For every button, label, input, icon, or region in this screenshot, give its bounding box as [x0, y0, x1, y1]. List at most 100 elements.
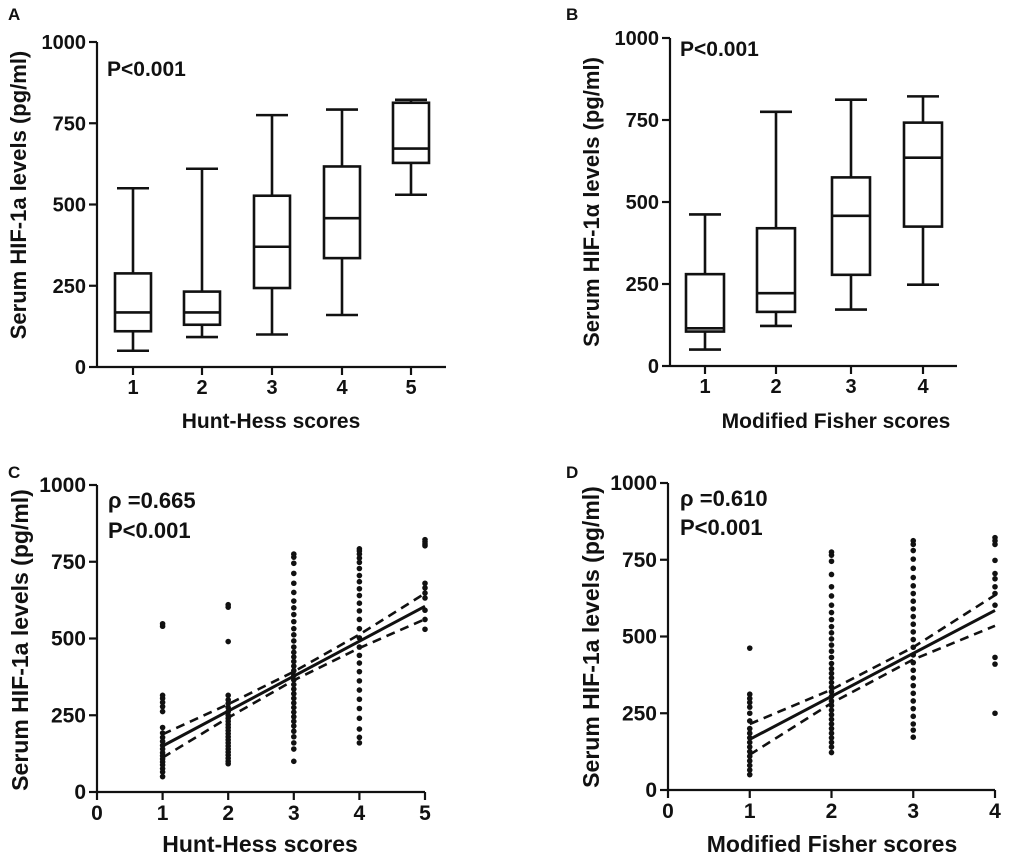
data-point — [291, 598, 297, 604]
data-point — [910, 621, 917, 628]
data-point — [746, 767, 753, 773]
data-point — [422, 585, 428, 591]
iqr-box — [830, 176, 872, 277]
data-point — [828, 609, 835, 616]
y-tick-label: 750 — [51, 551, 86, 574]
iqr-box — [252, 194, 292, 290]
data-point — [356, 592, 363, 599]
data-point — [356, 726, 363, 732]
data-point — [910, 565, 917, 572]
data-point — [746, 758, 753, 764]
data-point — [356, 572, 363, 579]
data-point — [828, 623, 835, 630]
data-point — [828, 721, 835, 727]
box-3 — [830, 98, 872, 311]
ci-lower-line — [161, 618, 426, 759]
box-4 — [322, 108, 362, 317]
y-tick-label: 750 — [626, 110, 659, 132]
data-point — [746, 691, 753, 698]
y-tick-label: 0 — [648, 356, 659, 378]
data-point — [356, 734, 363, 741]
data-point — [910, 721, 917, 727]
data-point — [291, 554, 297, 560]
x-tick-label: 3 — [907, 800, 919, 823]
x-tick-label: 3 — [845, 376, 856, 398]
y-tick-label: 0 — [645, 779, 657, 802]
data-point — [159, 769, 166, 775]
box-1 — [113, 186, 153, 353]
data-point — [828, 665, 835, 672]
y-tick-label: 500 — [626, 192, 659, 214]
data-point — [828, 552, 835, 558]
panel-label-b: B — [566, 5, 578, 24]
data-point — [746, 739, 753, 746]
data-point — [159, 724, 166, 731]
data-point — [291, 580, 297, 587]
data-point — [291, 713, 297, 720]
data-point — [291, 690, 297, 697]
p-value-annotation-c: P<0.001 — [108, 518, 191, 543]
data-point — [910, 541, 917, 548]
ci-upper-line — [749, 594, 996, 726]
data-point — [828, 679, 835, 686]
x-tick-label: 2 — [770, 376, 781, 398]
data-point — [356, 625, 363, 632]
data-point — [291, 644, 297, 650]
data-point — [291, 746, 297, 752]
x-tick-label: 2 — [222, 802, 234, 825]
plot-area-a: 0 250 500 750 1000 1 2 3 4 5 — [42, 32, 446, 399]
data-point — [291, 611, 297, 618]
x-axis-title-a: Hunt-Hess scores — [182, 410, 361, 433]
y-axis-title-d: Serum HIF-1a levels (pg/ml) — [578, 486, 604, 788]
x-axis-title-b: Modified Fisher scores — [722, 410, 951, 433]
data-point — [828, 630, 835, 636]
data-point — [828, 636, 835, 642]
data-point — [992, 583, 998, 590]
data-point — [159, 773, 166, 780]
y-axis-title-c: Serum HIF-1a levels (pg/ml) — [7, 489, 33, 791]
data-point — [225, 604, 231, 610]
data-point — [291, 618, 297, 625]
data-point — [356, 608, 363, 614]
x-tick-label: 0 — [662, 800, 674, 823]
data-point — [828, 642, 835, 648]
x-tick-label: 2 — [196, 377, 207, 399]
data-point — [159, 695, 166, 702]
data-point — [910, 705, 917, 712]
iqr-box — [322, 165, 362, 260]
data-point — [159, 703, 166, 710]
data-point — [828, 725, 835, 732]
data-point — [828, 711, 835, 718]
data-point — [910, 583, 917, 589]
x-tick-label: 5 — [405, 377, 416, 399]
data-point — [828, 707, 835, 713]
data-point — [992, 710, 998, 717]
iqr-box — [113, 272, 153, 333]
data-point — [910, 682, 917, 689]
data-point — [356, 740, 363, 746]
data-point — [746, 771, 753, 778]
data-point — [992, 570, 998, 577]
data-point — [291, 570, 297, 577]
data-point — [828, 688, 835, 695]
box-1 — [684, 213, 726, 351]
data-point — [746, 704, 753, 710]
data-point — [910, 636, 917, 643]
data-point — [225, 760, 231, 767]
data-point — [422, 626, 428, 633]
panel-a: A P<0.001 Hunt-Hess scores Serum HIF-1a … — [6, 5, 446, 433]
data-point — [828, 648, 835, 655]
ci-lower-line — [749, 624, 996, 756]
y-tick-label: 250 — [53, 276, 86, 298]
data-point — [746, 725, 753, 732]
data-point — [828, 744, 835, 750]
y-tick-label: 750 — [53, 113, 86, 135]
data-point — [910, 734, 917, 740]
x-tick-label: 3 — [288, 802, 300, 825]
data-point — [746, 762, 753, 769]
data-point — [159, 623, 166, 630]
data-point — [910, 698, 917, 704]
data-point — [910, 556, 917, 562]
x-tick-label: 4 — [989, 800, 1001, 823]
